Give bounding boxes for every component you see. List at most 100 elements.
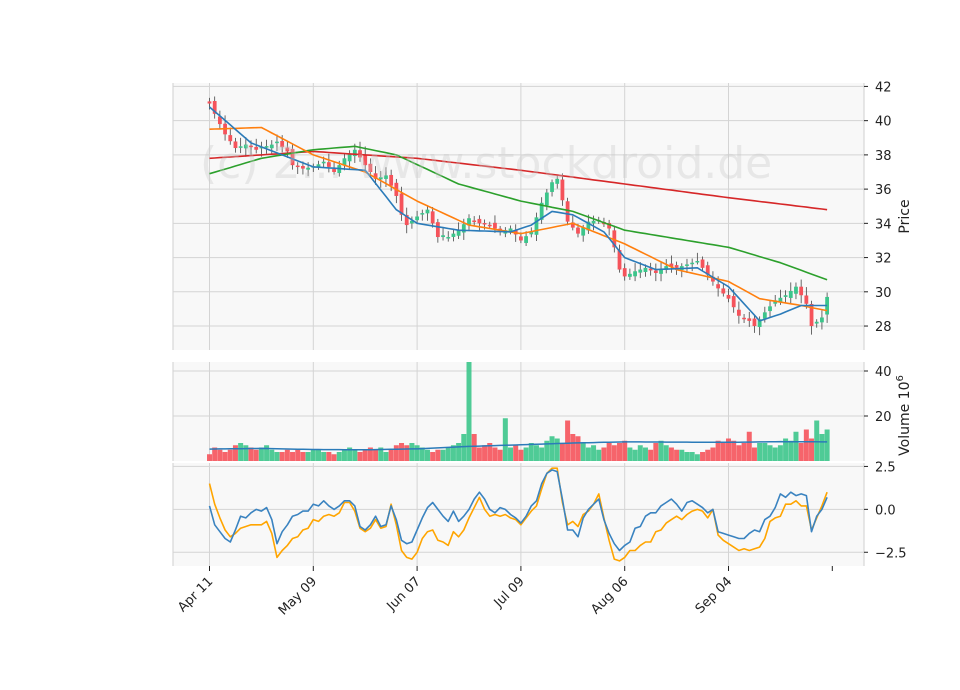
volume-bar bbox=[450, 445, 456, 461]
candle-body bbox=[612, 230, 617, 248]
candle-body bbox=[783, 295, 788, 297]
volume-bar bbox=[217, 449, 223, 461]
candle-body bbox=[747, 318, 752, 321]
volume-bar bbox=[539, 447, 545, 461]
volume-bar bbox=[523, 447, 529, 461]
volume-bar bbox=[471, 434, 477, 461]
candle-body bbox=[565, 201, 570, 222]
volume-bar bbox=[632, 449, 638, 461]
volume-bar bbox=[264, 445, 270, 461]
candle-body bbox=[373, 173, 378, 179]
candle-body bbox=[762, 312, 767, 319]
volume-bar bbox=[383, 452, 389, 461]
candle-body bbox=[799, 286, 804, 296]
candle-body bbox=[576, 227, 580, 234]
candle-body bbox=[321, 161, 326, 164]
volume-axis-label: Volume 106 bbox=[895, 375, 913, 456]
volume-bar bbox=[248, 447, 254, 461]
candle-body bbox=[352, 149, 357, 157]
volume-bar bbox=[347, 447, 353, 461]
volume-bar bbox=[305, 452, 311, 461]
x-tick-label: May 09 bbox=[276, 574, 320, 618]
volume-bar bbox=[689, 452, 695, 461]
candle-body bbox=[493, 222, 497, 229]
candle-body bbox=[674, 265, 679, 268]
oscillator-panel: −2.5 0.0 2.5 bbox=[172, 460, 907, 566]
volume-bar bbox=[767, 445, 773, 461]
candle-body bbox=[378, 177, 383, 180]
volume-bar bbox=[565, 420, 571, 461]
volume-bar bbox=[793, 431, 799, 461]
candle-body bbox=[508, 228, 513, 232]
candle-body bbox=[363, 154, 368, 166]
volume-bar bbox=[591, 445, 597, 461]
price-ytick-label: 42 bbox=[875, 80, 892, 95]
volume-bar bbox=[362, 449, 368, 461]
volume-bar bbox=[533, 445, 539, 461]
volume-bar bbox=[751, 447, 757, 461]
volume-bar bbox=[269, 449, 275, 461]
price-panel: 28 30 32 34 36 38 40 42 Price bbox=[172, 80, 913, 350]
ma-xlong-line bbox=[209, 150, 828, 211]
volume-bar bbox=[258, 447, 264, 461]
candle-body bbox=[482, 223, 487, 225]
volume-bar bbox=[508, 447, 514, 461]
volume-bar bbox=[253, 449, 259, 461]
candle-body bbox=[711, 276, 715, 282]
candle-body bbox=[555, 178, 560, 184]
price-background bbox=[173, 83, 864, 350]
candle-body bbox=[441, 235, 445, 238]
volume-bar bbox=[414, 445, 420, 461]
candle-body bbox=[638, 269, 643, 273]
candle-body bbox=[529, 231, 534, 235]
candle-body bbox=[544, 192, 549, 206]
volume-bar bbox=[798, 443, 804, 461]
volume-bar bbox=[222, 452, 228, 461]
volume-bar bbox=[585, 447, 591, 461]
candle-body bbox=[825, 296, 830, 315]
candle-body bbox=[472, 220, 477, 223]
volume-bar bbox=[642, 447, 648, 461]
volume-bar bbox=[679, 449, 685, 461]
volume-bar bbox=[528, 443, 534, 461]
oscillator-ytick-label: 2.5 bbox=[875, 460, 896, 475]
volume-bar bbox=[736, 445, 742, 461]
volume-bar bbox=[238, 443, 244, 461]
candle-body bbox=[524, 236, 528, 243]
candle-body bbox=[664, 266, 669, 270]
candle-body bbox=[316, 164, 321, 167]
price-ytick-label: 36 bbox=[875, 183, 892, 198]
volume-bar bbox=[274, 452, 280, 461]
volume-bar bbox=[284, 449, 290, 461]
candle-body bbox=[384, 175, 388, 179]
volume-bar bbox=[726, 438, 731, 461]
volume-bar bbox=[777, 445, 783, 461]
price-ytick-label: 30 bbox=[875, 286, 892, 301]
volume-bar bbox=[741, 443, 747, 461]
candle-body bbox=[659, 269, 663, 274]
candle-body bbox=[581, 227, 586, 236]
volume-bar bbox=[637, 445, 643, 461]
candle-body bbox=[217, 116, 222, 125]
candle-body bbox=[207, 101, 212, 104]
candle-body bbox=[794, 286, 798, 294]
candle-body bbox=[254, 146, 259, 150]
volume-bar bbox=[554, 438, 560, 461]
oscillator-line-b bbox=[208, 467, 828, 562]
ma-mid-line bbox=[209, 126, 828, 312]
candle-body bbox=[736, 309, 741, 316]
candle-body bbox=[705, 265, 710, 275]
volume-bar bbox=[762, 443, 768, 461]
volume-bar bbox=[310, 449, 316, 461]
candle-body bbox=[731, 296, 736, 308]
candle-body bbox=[560, 179, 565, 201]
candle-body bbox=[716, 284, 721, 289]
volume-bar bbox=[684, 452, 690, 461]
volume-bar bbox=[300, 452, 306, 461]
volume-bar bbox=[430, 452, 436, 461]
volume-bar bbox=[336, 452, 342, 461]
volume-bar bbox=[399, 443, 405, 461]
volume-bar bbox=[502, 418, 508, 461]
candle-body bbox=[550, 182, 554, 192]
candle-body bbox=[477, 218, 482, 224]
